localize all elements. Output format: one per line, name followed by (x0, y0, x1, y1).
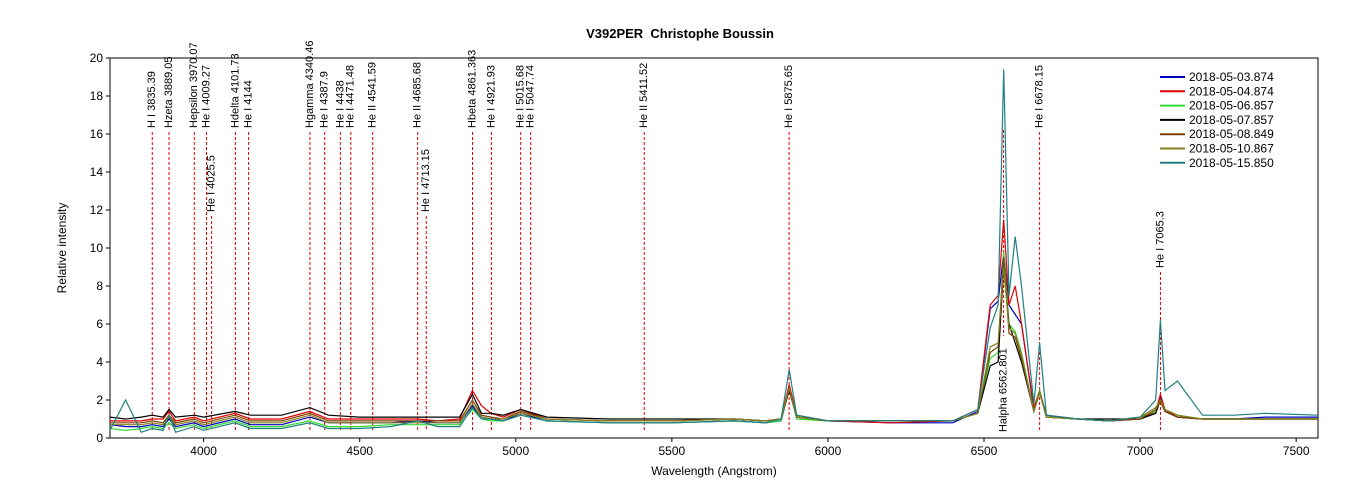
annotation-label: He I 4025.5 (206, 155, 218, 212)
y-tick-label: 2 (96, 393, 103, 407)
x-tick-label: 6500 (971, 444, 998, 458)
annotation-label: He I 5015.68 (515, 65, 527, 128)
annotation-label: H I 3835.39 (146, 71, 158, 128)
y-tick-label: 12 (90, 203, 104, 217)
annotation-label: He I 4387.9 (319, 71, 331, 128)
annotation-label: Hepsilon 3970.07 (188, 42, 200, 128)
y-tick-label: 20 (90, 51, 104, 65)
series-line (109, 69, 1319, 434)
x-tick-label: 7500 (1283, 444, 1310, 458)
annotation-label: He I 4713.15 (420, 149, 432, 212)
annotation-label: He I 6678.15 (1034, 65, 1046, 128)
x-tick-label: 4500 (346, 444, 373, 458)
legend-label: 2018-05-06.857 (1189, 99, 1274, 113)
x-tick-label: 6000 (815, 444, 842, 458)
annotation-label: Halpha 6562.801 (998, 348, 1010, 432)
annotation-label: He I 5875.65 (783, 65, 795, 128)
legend-label: 2018-05-03.874 (1189, 70, 1274, 84)
y-tick-label: 10 (90, 241, 104, 255)
x-axis-label: Wavelength (Angstrom) (651, 464, 777, 478)
chart-title: V392PER Christophe Boussin (586, 26, 774, 41)
x-tick-label: 4000 (190, 444, 217, 458)
y-tick-label: 0 (96, 431, 103, 445)
annotation-label: He II 4685.68 (412, 62, 424, 128)
legend-label: 2018-05-04.874 (1189, 84, 1274, 98)
annotation-label: He I 4921.93 (485, 65, 497, 128)
y-tick-label: 4 (96, 355, 103, 369)
annotation-label: He I 4009.27 (200, 65, 212, 128)
x-tick-label: 5000 (502, 444, 529, 458)
annotation-label: He I 4438 (334, 80, 346, 128)
plot-frame (109, 57, 1319, 439)
legend-label: 2018-05-10.867 (1189, 142, 1274, 156)
annotation-label: He I 4144 (242, 80, 254, 128)
y-tick-label: 16 (90, 127, 104, 141)
annotation-label: He II 4541.59 (367, 62, 379, 128)
x-tick-label: 7000 (1127, 444, 1154, 458)
annotation-label: He I 5047.74 (525, 65, 537, 128)
y-tick-label: 8 (96, 279, 103, 293)
annotation-label: Hbeta 4861.363 (466, 50, 478, 128)
y-tick-label: 14 (90, 165, 104, 179)
legend-label: 2018-05-08.849 (1189, 127, 1274, 141)
y-tick-label: 18 (90, 89, 104, 103)
legend-label: 2018-05-07.857 (1189, 113, 1274, 127)
y-axis-label: Relative intensity (55, 203, 69, 294)
y-tick-label: 6 (96, 317, 103, 331)
legend-label: 2018-05-15.850 (1189, 156, 1274, 170)
x-tick-label: 5500 (659, 444, 686, 458)
annotation-label: He I 4471.48 (345, 65, 357, 128)
annotation-label: He I 7065.3 (1154, 211, 1166, 268)
annotation-label: He II 5411.52 (638, 63, 650, 128)
annotation-label: Hgamma 4340.46 (304, 41, 316, 128)
annotation-label: Hzeta 3889.05 (163, 56, 175, 128)
annotation-label: Hdelta 4101.73 (229, 53, 241, 128)
